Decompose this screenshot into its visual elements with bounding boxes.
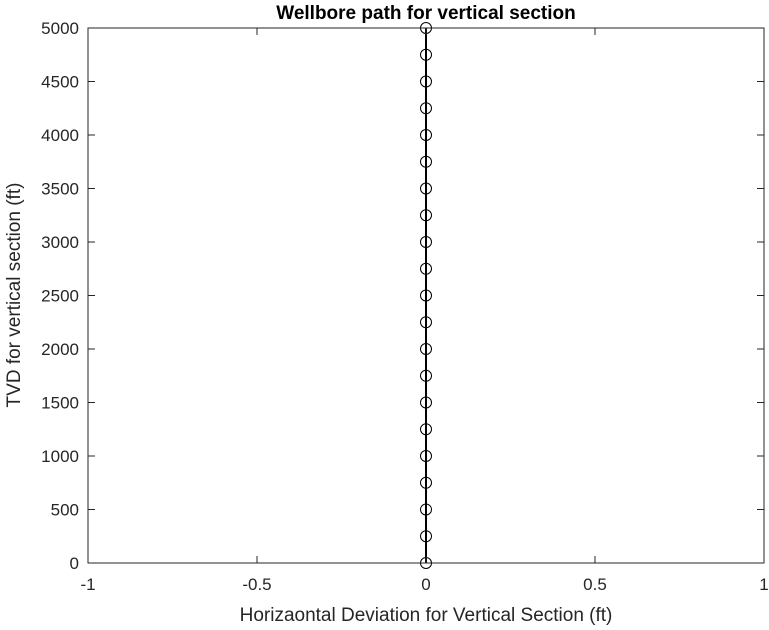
y-axis: 0 500 1000 1500 2000 2500 3000 3500 4000 4500 5000 xyxy=(41,19,764,573)
data-point xyxy=(420,48,432,61)
data-point xyxy=(420,262,432,275)
data-point xyxy=(420,102,432,115)
data-point xyxy=(420,530,432,543)
data-point xyxy=(420,209,432,222)
y-tick-label: 4500 xyxy=(41,73,79,92)
y-tick-label: 4000 xyxy=(41,126,79,145)
y-tick-label: 0 xyxy=(70,554,79,573)
data-point xyxy=(420,316,432,329)
x-axis-label: Horizaontal Deviation for Vertical Secti… xyxy=(240,605,613,626)
x-tick-label: 0 xyxy=(421,575,430,594)
y-tick-label: 3500 xyxy=(41,180,79,199)
y-tick-label: 1000 xyxy=(41,447,79,466)
x-axis: -1 -0.5 0 0.5 1 xyxy=(80,28,769,594)
axes-box xyxy=(87,27,765,564)
data-point xyxy=(420,75,432,88)
data-point xyxy=(420,236,432,248)
y-tick-label: 500 xyxy=(51,501,79,520)
y-tick-label: 2500 xyxy=(41,287,79,306)
x-tick-label: 0.5 xyxy=(583,575,607,594)
data-point xyxy=(420,129,432,141)
chart-title: Wellbore path for vertical section xyxy=(276,3,576,24)
data-point xyxy=(420,476,432,489)
y-tick-label: 1500 xyxy=(41,394,79,413)
data-point xyxy=(420,289,432,302)
y-tick-label: 3000 xyxy=(41,233,79,252)
x-tick-label: -1 xyxy=(80,575,95,594)
y-tick-label: 2000 xyxy=(41,340,79,359)
data-point xyxy=(420,396,432,409)
x-tick-label: 1 xyxy=(759,575,768,594)
plot-layer xyxy=(420,22,432,569)
data-point xyxy=(420,503,432,516)
data-point xyxy=(420,182,432,195)
data-point xyxy=(420,423,432,436)
data-point xyxy=(420,450,432,462)
x-tick-label: -0.5 xyxy=(242,575,271,594)
y-axis-label: TVD for vertical section (ft) xyxy=(4,183,25,408)
y-tick-label: 5000 xyxy=(41,19,79,38)
data-point xyxy=(420,155,432,168)
data-point xyxy=(420,343,432,355)
data-point xyxy=(420,369,432,382)
